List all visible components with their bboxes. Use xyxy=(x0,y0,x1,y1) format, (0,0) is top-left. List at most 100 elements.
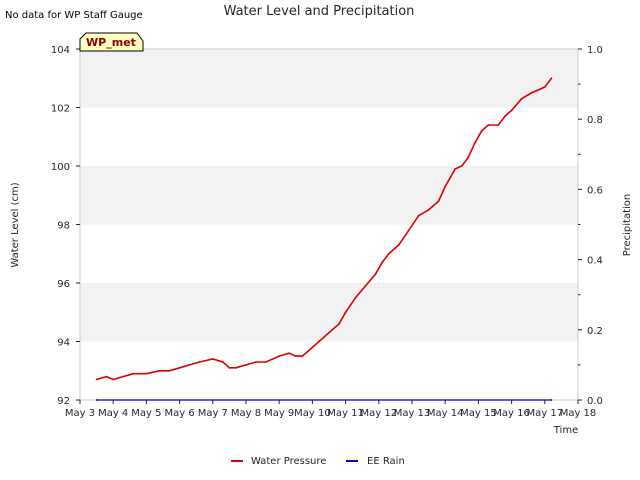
water-pressure-point xyxy=(112,378,115,381)
water-pressure-point xyxy=(474,141,476,144)
water-pressure-point xyxy=(543,86,546,88)
water-pressure-point xyxy=(460,165,463,167)
water-pressure-point xyxy=(311,346,314,349)
grid-band xyxy=(80,49,578,108)
x-tick-label: May 14 xyxy=(427,408,464,419)
ee-rain-point xyxy=(550,399,553,401)
no-data-note: No data for WP Staff Gauge xyxy=(5,10,143,21)
x-tick-label: May 6 xyxy=(164,408,194,419)
y-left-tick-label: 100 xyxy=(51,162,70,173)
water-pressure-point xyxy=(338,323,340,325)
water-pressure-point xyxy=(480,130,483,132)
x-tick-label: May 12 xyxy=(361,408,398,419)
water-pressure-point xyxy=(364,285,367,287)
water-pressure-point xyxy=(265,361,267,363)
water-pressure-point xyxy=(245,364,247,366)
water-pressure-point xyxy=(235,366,237,369)
grid-band xyxy=(80,166,578,225)
ee-rain-point xyxy=(95,399,98,401)
x-tick-label: May 15 xyxy=(460,408,497,419)
x-tick-label: May 13 xyxy=(394,408,431,419)
x-axis: May 3 May 4 May 5 May 6 May 7 May 8 May 9 May 1… xyxy=(65,400,596,419)
water-pressure-point xyxy=(211,358,214,360)
water-pressure-point xyxy=(537,89,540,91)
y-left-tick-label: 96 xyxy=(57,279,70,290)
water-pressure-point xyxy=(294,355,297,358)
water-pressure-point xyxy=(444,185,447,188)
y-axis-left-label: Water Level (cm) xyxy=(10,182,21,267)
y-right-tick-label: 0.0 xyxy=(587,396,603,407)
water-pressure-point xyxy=(550,77,553,80)
water-pressure-point xyxy=(168,369,171,372)
x-tick-label: May 11 xyxy=(327,408,364,419)
water-pressure-point xyxy=(344,311,347,314)
y-left-tick-label: 102 xyxy=(51,104,70,115)
water-pressure-point xyxy=(228,366,231,369)
water-pressure-point xyxy=(497,124,500,126)
water-pressure-point xyxy=(158,369,161,372)
legend-ee-rain-label: EE Rain xyxy=(367,456,405,467)
y-left-tick-label: 92 xyxy=(57,396,70,407)
badge-label: WP_met xyxy=(86,36,136,49)
water-pressure-point xyxy=(467,156,470,159)
water-pressure-point xyxy=(105,375,108,378)
x-tick-label: May 3 xyxy=(65,408,95,419)
water-pressure-point xyxy=(278,355,281,358)
water-pressure-point xyxy=(145,372,148,375)
x-axis-label: Time xyxy=(553,425,578,436)
water-pressure-point xyxy=(328,331,330,334)
y-right-tick-label: 1.0 xyxy=(587,45,603,56)
y-right-tick-label: 0.4 xyxy=(587,256,603,267)
water-pressure-point xyxy=(520,97,523,100)
water-pressure-point xyxy=(437,200,440,203)
y-left-tick-label: 94 xyxy=(57,338,70,349)
x-tick-label: May 5 xyxy=(131,408,161,419)
y-right-tick-label: 0.8 xyxy=(587,115,603,126)
x-tick-label: May 16 xyxy=(493,408,530,419)
water-pressure-point xyxy=(510,109,513,112)
station-badge: WP_met xyxy=(79,32,144,52)
water-pressure-point xyxy=(454,168,457,170)
water-pressure-point xyxy=(318,340,320,343)
water-pressure-point xyxy=(487,124,490,126)
water-pressure-point xyxy=(288,352,291,355)
water-pressure-point xyxy=(397,244,400,246)
badge-shape xyxy=(79,32,144,52)
y-axis-right-label: Precipitation xyxy=(622,194,633,257)
water-pressure-point xyxy=(530,91,533,94)
legend-water-pressure-label: Water Pressure xyxy=(251,456,326,467)
chart-title: Water Level and Precipitation xyxy=(224,4,415,19)
water-pressure-point xyxy=(221,361,224,363)
x-tick-label: May 4 xyxy=(98,408,128,419)
water-pressure-point xyxy=(95,378,98,381)
y-axis-left: 92 94 96 98 100 102 104 xyxy=(51,45,80,407)
y-right-tick-label: 0.6 xyxy=(587,185,603,196)
water-pressure-point xyxy=(381,261,384,264)
water-pressure-point xyxy=(255,361,257,363)
water-pressure-point xyxy=(354,296,357,299)
water-pressure-point xyxy=(387,252,390,255)
x-tick-label: May 9 xyxy=(264,408,294,419)
x-tick-label: May 18 xyxy=(560,408,597,419)
water-pressure-point xyxy=(504,115,506,118)
y-left-tick-label: 104 xyxy=(51,45,70,56)
y-left-tick-label: 98 xyxy=(57,221,70,232)
water-pressure-point xyxy=(427,208,430,211)
x-tick-label: May 8 xyxy=(231,408,261,419)
water-pressure-point xyxy=(407,229,410,232)
water-pressure-point xyxy=(374,273,377,276)
x-tick-label: May 7 xyxy=(198,408,228,419)
water-pressure-point xyxy=(122,375,125,378)
water-pressure-point xyxy=(178,366,181,369)
data-points xyxy=(95,77,553,401)
x-tick-label: May 10 xyxy=(294,408,331,419)
x-tick-label: May 17 xyxy=(527,408,564,419)
y-axis-right: 0.0 0.2 0.4 0.6 0.8 1.0 xyxy=(578,45,603,407)
y-right-tick-label: 0.2 xyxy=(587,326,603,337)
grid-bands xyxy=(80,49,578,342)
legend: Water Pressure EE Rain xyxy=(231,456,405,467)
water-pressure-point xyxy=(132,372,135,375)
water-pressure-point xyxy=(301,355,304,358)
series-water-pressure-line xyxy=(96,77,553,381)
